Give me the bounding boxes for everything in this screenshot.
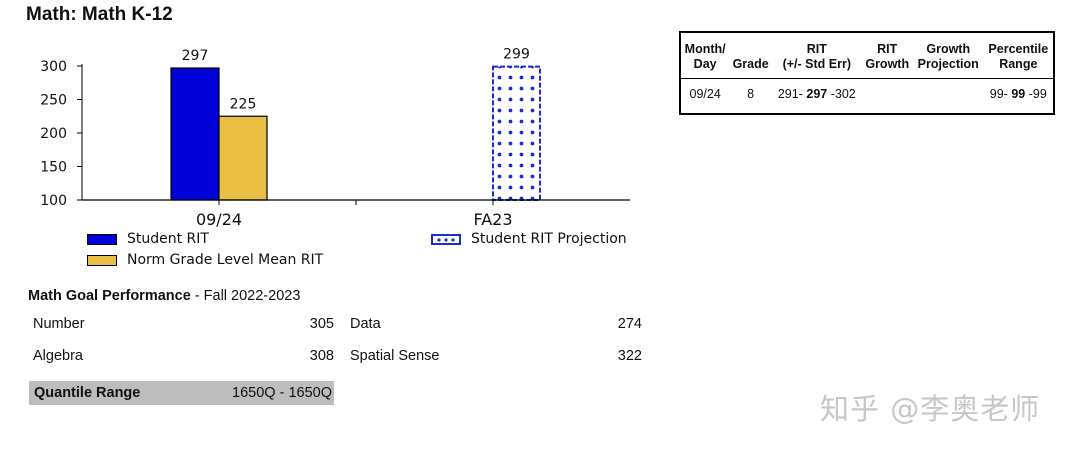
cell-growth-projection (913, 79, 984, 114)
data-label: 299 (503, 47, 530, 63)
cell-grade: 8 (747, 87, 755, 101)
cell-rit-growth (862, 79, 913, 114)
x-tick-label: FA23 (473, 210, 512, 229)
legend-swatch-projection (431, 234, 461, 245)
legend-swatch-student-rit (87, 234, 117, 245)
rit-summary-table: Month/Day Grade RIT (+/- Std Err) RIT Grow… (679, 31, 1055, 115)
col-percentile-range: Percentile Range (988, 42, 1049, 71)
y-tick-label: 150 (40, 160, 67, 176)
y-tick-label: 100 (40, 193, 67, 209)
col-growth-projection: Growth Projection (917, 42, 979, 71)
y-tick-label: 250 (40, 93, 67, 109)
cell-month-day: 09/24 (689, 87, 721, 101)
legend-label: Student RIT Projection (471, 231, 627, 247)
quantile-value: 1650Q - 1650Q (232, 385, 332, 401)
col-rit: RIT (+/- Std Err) (782, 42, 852, 71)
data-label: 225 (230, 96, 257, 112)
goal-score: 274 (617, 316, 642, 332)
page-title: Math: Math K-12 (26, 4, 173, 25)
goal-name: Number (33, 316, 85, 332)
goal-name: Algebra (33, 348, 83, 364)
bar-student-rit-projection (492, 65, 541, 201)
watermark: 知乎 @李奥老师 (820, 392, 1041, 426)
goal-score: 308 (309, 348, 334, 364)
bars: 297 225 299 (170, 47, 541, 201)
goal-name: Spatial Sense (350, 348, 440, 364)
col-rit-growth: RIT Growth (865, 42, 910, 71)
y-axis: 300 250 200 150 100 (40, 59, 83, 209)
goal-performance-heading: Math Goal Performance - Fall 2022-2023 (28, 288, 301, 304)
data-label: 297 (182, 48, 209, 64)
y-tick-label: 300 (40, 59, 67, 75)
legend-label: Norm Grade Level Mean RIT (127, 252, 324, 268)
x-tick-label: 09/24 (196, 210, 242, 229)
rit-bar-chart: 300 250 200 150 100 297 225 299 09/24 FA23 (40, 47, 630, 229)
x-axis: 09/24 FA23 (82, 199, 630, 229)
col-grade: Grade (732, 57, 769, 71)
bar-norm-mean-rit (218, 115, 268, 201)
quantile-label: Quantile Range (34, 385, 141, 401)
goal-name: Data (350, 316, 381, 332)
cell-rit: 291- 297 -302 (777, 87, 856, 101)
legend-label: Student RIT (127, 231, 209, 247)
table-row: 09/24 8 291- 297 -302 99- 99 -99 (680, 79, 1054, 114)
quantile-range-bar: Quantile Range 1650Q - 1650Q (29, 381, 334, 405)
goal-score: 322 (617, 348, 642, 364)
col-month-day: Month/Day (684, 42, 726, 71)
y-tick-label: 200 (40, 126, 67, 142)
legend-swatch-norm-mean (87, 255, 117, 266)
goal-score: 305 (309, 316, 334, 332)
cell-percentile-range: 99- 99 -99 (989, 87, 1047, 101)
bar-student-rit (170, 67, 220, 201)
